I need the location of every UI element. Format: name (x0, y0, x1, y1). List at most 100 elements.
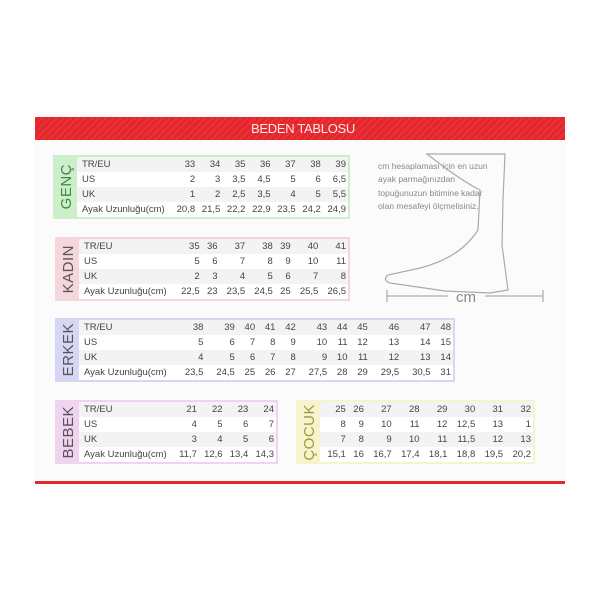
size-cell: 10 (316, 337, 328, 348)
size-cell: 7 (239, 256, 246, 267)
size-table: TR/EU 21 22 23 24 US 4 5 6 7 UK 3 4 5 6 Ayak Uzunluğu(c… (79, 402, 276, 462)
row-label: US (82, 174, 96, 185)
size-table: TR/EU 33 34 35 36 37 38 39 US 2 3 3,5 4,5 5 6 6,5 UK 1 2 2,… (77, 157, 348, 217)
size-cell: 19,5 (484, 449, 504, 460)
category-label: ÇOCUK (298, 402, 320, 462)
table-row: Ayak Uzunluğu(cm) 11,7 12,6 13,4 14,3 (79, 447, 276, 462)
size-cell: 4 (290, 189, 296, 200)
row-label: US (84, 256, 98, 267)
size-cell: 13 (420, 352, 431, 363)
size-cell: 25 (280, 286, 291, 297)
size-cell: 28 (336, 367, 348, 378)
table-row: 7 8 9 10 11 11,5 12 13 (320, 432, 533, 447)
size-cell: 24 (263, 404, 274, 415)
size-cell: 6 (315, 174, 321, 185)
size-cell: 42 (285, 322, 296, 333)
category-label-text: ÇOCUK (300, 403, 318, 461)
size-cell: 48 (440, 322, 451, 333)
size-cell: 20,8 (176, 204, 196, 215)
size-cell: 31 (440, 367, 451, 378)
size-cell: 4,5 (257, 174, 271, 185)
size-cell: 4 (239, 271, 246, 282)
size-cell: 5 (229, 352, 235, 363)
table-bebek: BEBEK TR/EU 21 22 23 24 US 4 5 6 7 UK 3 4 5 6 Ayak Uzunl… (55, 400, 278, 464)
size-cell: 27,5 (308, 367, 328, 378)
size-cell: 21 (186, 404, 197, 415)
size-cell: 43 (316, 322, 328, 333)
row-label: Ayak Uzunluğu(cm) (82, 204, 165, 215)
table-row: TR/EU 35 36 37 38 39 40 41 (79, 239, 348, 254)
size-cell: 9 (321, 352, 328, 363)
size-cell: 23,5 (184, 367, 204, 378)
size-cell: 7 (313, 271, 319, 282)
size-cell: 33 (184, 159, 196, 170)
table-row: UK 1 2 2,5 3,5 4 5 5,5 (77, 187, 348, 202)
size-cell: 11,5 (457, 434, 476, 445)
size-cell: 36 (259, 159, 271, 170)
size-cell: 8 (358, 434, 364, 445)
size-cell: 5 (290, 174, 296, 185)
table-row: TR/EU 21 22 23 24 (79, 402, 276, 417)
size-cell: 6 (285, 271, 291, 282)
table-row: UK 3 4 5 6 (79, 432, 276, 447)
table-row: 8 9 10 11 12 12,5 13 1 (320, 417, 533, 432)
size-table: TR/EU 35 36 37 38 39 40 41 US 5 6 7 8 9 10 11 UK 2 3 4 5 6 7 8 A… (79, 239, 348, 299)
size-cell: 38 (310, 159, 321, 170)
size-cell: 16,7 (373, 449, 392, 460)
size-cell: 5 (198, 337, 204, 348)
size-cell: 14,3 (255, 449, 275, 460)
size-cell: 21,5 (201, 204, 221, 215)
size-cell: 8 (290, 352, 296, 363)
size-cell: 27 (381, 404, 392, 415)
size-cell: 12,5 (456, 419, 476, 430)
size-cell: 4 (198, 352, 204, 363)
size-cell: 2 (194, 271, 200, 282)
size-cell: 44 (336, 322, 348, 333)
size-cell: 17,4 (401, 449, 420, 460)
size-cell: 29,5 (380, 367, 400, 378)
size-cell: 6 (229, 337, 235, 348)
size-cell: 13,4 (229, 449, 249, 460)
size-cell: 6 (268, 434, 274, 445)
size-cell: 28 (408, 404, 420, 415)
size-cell: 24,5 (254, 286, 273, 297)
row-label: Ayak Uzunluğu(cm) (84, 449, 167, 460)
size-cell: 41 (264, 322, 276, 333)
size-cell: 5 (315, 189, 321, 200)
table-row: UK 2 3 4 5 6 7 8 (79, 269, 348, 284)
size-cell: 4 (217, 434, 223, 445)
size-cell: 9 (290, 337, 296, 348)
size-cell: 9 (358, 419, 364, 430)
size-cell: 3 (212, 271, 218, 282)
size-cell: 7 (268, 419, 274, 430)
row-label: UK (84, 352, 98, 363)
table-row: UK 4 5 6 7 8 9 10 11 12 13 14 (79, 350, 453, 365)
size-cell: 18,8 (456, 449, 476, 460)
size-cell: 39 (335, 159, 346, 170)
size-cell: 13 (492, 419, 504, 430)
size-cell: 24,5 (216, 367, 235, 378)
size-cell: 7 (249, 337, 256, 348)
table-row: US 5 6 7 8 9 10 11 (79, 254, 348, 269)
row-label: TR/EU (84, 404, 113, 415)
bottom-rule (35, 481, 565, 484)
page-title: BEDEN TABLOSU (251, 121, 355, 136)
table-row: US 2 3 3,5 4,5 5 6 6,5 (77, 172, 348, 187)
size-cell: 6 (242, 419, 249, 430)
size-cell: 7 (340, 434, 346, 445)
size-cell: 24,9 (327, 204, 347, 215)
size-cell: 5 (267, 271, 273, 282)
size-cell: 5 (217, 419, 223, 430)
row-label: TR/EU (84, 322, 113, 333)
size-cell: 32 (520, 404, 531, 415)
size-cell: 38 (262, 241, 273, 252)
table-row: US 4 5 6 7 (79, 417, 276, 432)
title-banner: BEDEN TABLOSU (35, 117, 565, 140)
table-row: 15,1 16 16,7 17,4 18,1 18,8 19,5 20,2 (320, 447, 533, 462)
size-cell: 9 (386, 434, 392, 445)
size-cell: 35 (234, 159, 246, 170)
size-cell: 15,1 (327, 449, 346, 460)
size-cell: 12 (436, 419, 448, 430)
size-cell: 36 (206, 241, 218, 252)
size-cell: 1 (189, 189, 196, 200)
